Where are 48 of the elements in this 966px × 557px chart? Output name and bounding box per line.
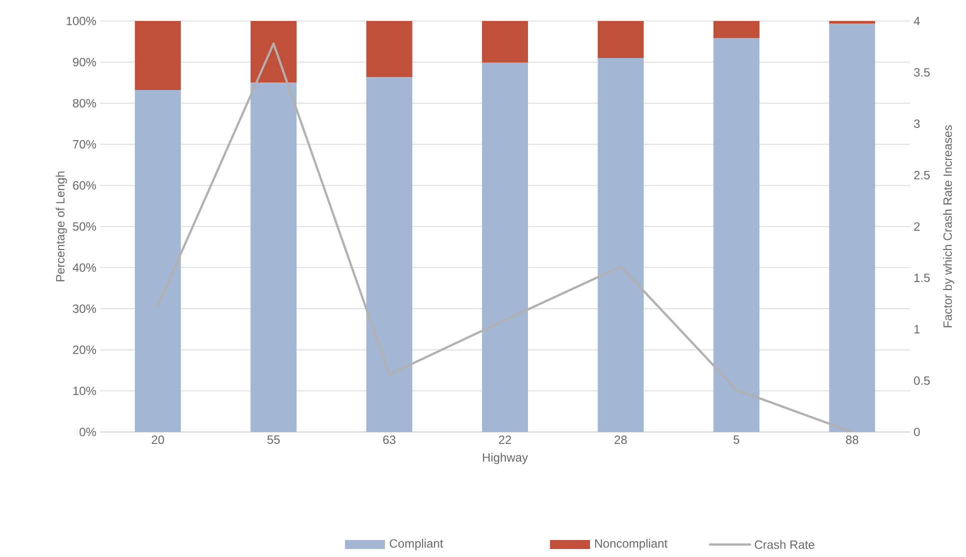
y-tick-label: 40% <box>72 263 96 272</box>
x-tick-label: 5 <box>734 436 740 444</box>
y2-axis-title: Factor by which Crash Rate Increases <box>943 125 954 328</box>
x-axis-title: Highway <box>482 452 528 464</box>
line-series <box>156 42 854 432</box>
legend-label: Crash Rate <box>754 540 814 549</box>
y2-tick-label: 4 <box>914 16 920 26</box>
bar <box>829 20 876 24</box>
bar <box>366 77 412 432</box>
bar <box>482 62 528 432</box>
y2-tick-label: 1 <box>914 325 920 334</box>
y-tick-label: 10% <box>73 386 96 396</box>
y-axis-title: Percentage of Lengh <box>56 172 67 282</box>
y2-tick-label: 1.5 <box>914 274 930 282</box>
bar <box>829 23 876 432</box>
bar <box>134 20 181 90</box>
legend-label: Noncompliant <box>595 538 668 550</box>
y-tick-label: 30% <box>72 304 96 313</box>
y-tick-label: 60% <box>73 181 96 190</box>
x-tick-label: 22 <box>498 436 512 444</box>
bar <box>598 20 644 58</box>
y2-tick-label: 0 <box>914 428 920 436</box>
y-tick-label: 100% <box>66 16 96 26</box>
y-tick-label: 70% <box>73 140 96 149</box>
y-tick-label: 0% <box>80 428 96 436</box>
bar <box>713 20 760 38</box>
bar <box>250 20 297 83</box>
bar <box>598 58 644 432</box>
bar <box>250 82 297 432</box>
bar <box>713 38 760 432</box>
y2-tick-label: 3.5 <box>914 68 930 77</box>
bar <box>482 20 528 63</box>
bar <box>366 20 412 78</box>
y-tick-label: 20% <box>73 346 96 354</box>
x-tick-label: 88 <box>846 436 858 444</box>
legend-label: Compliant <box>390 538 444 550</box>
y-tick-label: 50% <box>72 222 96 231</box>
y2-tick-label: 2.5 <box>914 170 930 180</box>
y2-tick-label: 0.5 <box>914 376 930 385</box>
x-tick-label: 20 <box>152 436 164 444</box>
y-tick-label: 90% <box>73 58 96 66</box>
y2-tick-label: 3 <box>914 120 920 128</box>
y-tick-label: 80% <box>72 98 96 108</box>
x-tick-label: 63 <box>383 436 396 444</box>
bar <box>134 90 181 432</box>
x-tick-label: 28 <box>614 436 627 444</box>
x-tick-label: 55 <box>267 436 280 444</box>
y2-tick-label: 2 <box>914 222 920 231</box>
